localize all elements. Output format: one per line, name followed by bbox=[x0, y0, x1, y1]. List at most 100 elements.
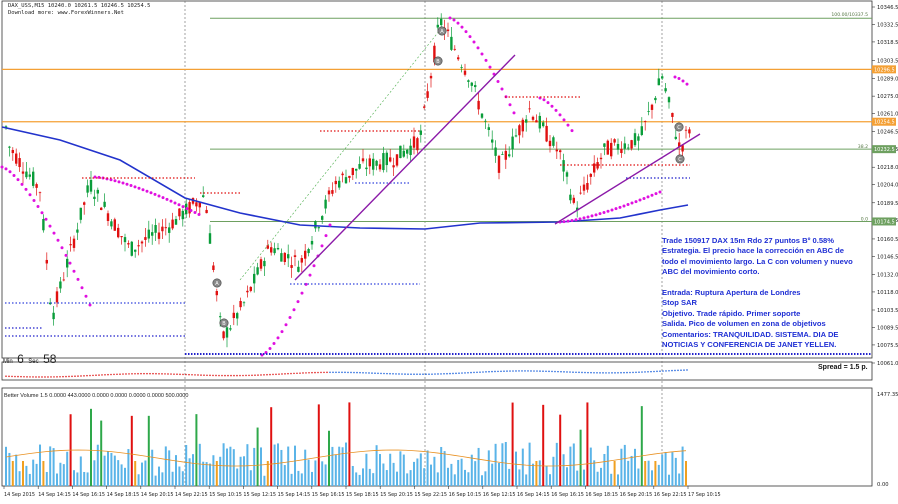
candle-body bbox=[202, 195, 205, 197]
volume-bar bbox=[579, 429, 582, 486]
indicator-dot bbox=[638, 371, 640, 373]
sar-dot bbox=[24, 187, 28, 191]
note-line: todo el movimiento largo. La C con volum… bbox=[662, 256, 853, 266]
candle-body bbox=[457, 57, 460, 60]
volume-bar bbox=[545, 466, 548, 486]
indicator-dot bbox=[77, 375, 79, 377]
candle-body bbox=[627, 147, 630, 149]
indicator-dot bbox=[464, 372, 466, 374]
sar-dot bbox=[20, 182, 24, 186]
volume-bar bbox=[436, 472, 439, 486]
volume-bar bbox=[154, 475, 157, 486]
indicator-dot bbox=[134, 372, 136, 375]
candle-body bbox=[661, 76, 664, 79]
volume-bar bbox=[18, 471, 21, 486]
price-tick-label: 10261.0 bbox=[877, 112, 898, 118]
sar-dot bbox=[4, 167, 8, 171]
volume-bar bbox=[127, 449, 130, 486]
indicator-dot bbox=[173, 373, 175, 375]
indicator-dot bbox=[440, 373, 442, 375]
candle-body bbox=[562, 160, 565, 172]
volume-bar bbox=[586, 402, 589, 486]
volume-bar bbox=[651, 470, 653, 486]
volume-bar bbox=[328, 430, 330, 486]
indicator-dot bbox=[227, 374, 229, 377]
candle-body bbox=[531, 116, 535, 120]
candle-body bbox=[8, 146, 11, 148]
volume-bar bbox=[640, 406, 643, 486]
volume-bar bbox=[266, 461, 269, 486]
candle-body bbox=[664, 88, 667, 92]
sar-dot bbox=[133, 185, 137, 189]
volume-bar bbox=[280, 449, 283, 486]
candle-body bbox=[572, 197, 575, 203]
candle-body bbox=[521, 119, 524, 132]
indicator-dot bbox=[200, 374, 202, 376]
volume-bar bbox=[345, 442, 347, 486]
indicator-dot bbox=[677, 369, 679, 372]
indicator-dot bbox=[494, 370, 496, 373]
symbol-header: DAX_USS,M15 10240.0 10261.5 10246.5 1025… bbox=[8, 3, 151, 9]
volume-bar bbox=[678, 473, 681, 486]
candle-body bbox=[671, 112, 674, 117]
timer-sec-value: 58 bbox=[43, 352, 57, 366]
volume-bar bbox=[596, 471, 599, 486]
price-tick-label: 10289.0 bbox=[877, 77, 898, 83]
volume-bar bbox=[576, 470, 579, 486]
volume-bar bbox=[634, 448, 636, 486]
volume-bar bbox=[185, 444, 188, 486]
volume-bar bbox=[229, 446, 232, 486]
sar-dot bbox=[36, 204, 40, 208]
volume-bar bbox=[294, 445, 296, 486]
time-axis-label: 15 Sep 12:15 bbox=[243, 492, 276, 498]
price-tick-label: 10146.5 bbox=[877, 254, 898, 260]
sar-dot bbox=[117, 180, 121, 184]
volume-bar bbox=[664, 452, 667, 486]
volume-bar bbox=[423, 468, 426, 486]
sar-dot bbox=[169, 199, 173, 203]
price-tick-label: 10318.5 bbox=[877, 40, 898, 46]
volume-bar bbox=[382, 463, 385, 486]
sar-dot bbox=[60, 246, 64, 250]
candle-body bbox=[589, 173, 592, 177]
sar-dot bbox=[508, 103, 512, 107]
candle-body bbox=[188, 202, 191, 214]
indicator-dot bbox=[560, 370, 562, 373]
indicator-dot bbox=[35, 376, 37, 378]
candle-body bbox=[630, 140, 633, 149]
indicator-dot bbox=[392, 373, 394, 375]
indicator-dot bbox=[287, 372, 289, 375]
candle-body bbox=[429, 75, 433, 79]
volume-bar bbox=[338, 446, 341, 486]
indicator-dot bbox=[305, 372, 307, 374]
sar-dot bbox=[452, 18, 456, 22]
candle-body bbox=[270, 247, 273, 253]
indicator-dot bbox=[611, 372, 613, 374]
indicator-dot bbox=[275, 373, 277, 376]
candle-body bbox=[355, 168, 358, 171]
volume-bar bbox=[45, 471, 48, 486]
volume-bar bbox=[589, 447, 592, 486]
candle-body bbox=[168, 227, 171, 233]
candle-body bbox=[324, 199, 327, 209]
volume-bar bbox=[103, 455, 106, 486]
volume-bar bbox=[205, 462, 208, 486]
volume-bar bbox=[362, 468, 364, 486]
sar-dot bbox=[681, 79, 685, 83]
sar-dot bbox=[84, 294, 88, 298]
indicator-dot bbox=[473, 371, 475, 374]
volume-bar bbox=[215, 461, 218, 486]
volume-bar bbox=[5, 446, 7, 486]
volume-bar bbox=[528, 442, 531, 486]
candle-body bbox=[317, 227, 320, 229]
indicator-dot bbox=[89, 374, 91, 377]
candle-body bbox=[351, 167, 354, 176]
indicator-dot bbox=[353, 371, 355, 374]
volume-bar bbox=[297, 470, 300, 486]
time-axis-label: 14 Sep 2015 bbox=[4, 492, 35, 498]
indicator-dot bbox=[563, 371, 565, 373]
volume-bar bbox=[627, 460, 630, 486]
volume-bar bbox=[583, 469, 585, 486]
